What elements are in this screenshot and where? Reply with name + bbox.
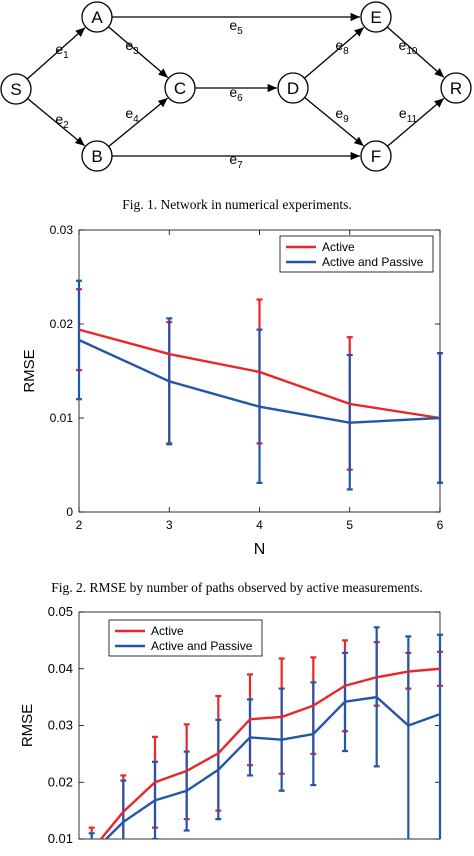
- edge-S-A: [26, 27, 86, 80]
- node-label-R: R: [450, 79, 462, 98]
- y-tick-label: 0.01: [48, 831, 73, 846]
- series-line: [104, 695, 441, 839]
- x-tick-label: 5: [346, 518, 353, 532]
- y-tick-label: 0.05: [48, 604, 73, 619]
- series-group: [76, 279, 443, 491]
- y-tick-label: 0.01: [50, 411, 74, 425]
- edge-label: e2: [55, 111, 69, 131]
- series-line: [78, 338, 441, 424]
- x-tick-label: 3: [166, 518, 173, 532]
- edge-label: e6: [229, 84, 243, 104]
- y-tick-label: 0.03: [48, 718, 73, 733]
- edge-label: e3: [125, 37, 139, 57]
- edge-label: e8: [335, 37, 349, 57]
- edge-A-C: [107, 26, 169, 79]
- edge-D-F: [304, 97, 365, 147]
- x-tick-label: 2: [76, 518, 83, 532]
- edge-label: e1: [55, 41, 69, 61]
- node-R: [440, 72, 472, 104]
- y-tick-label: 0: [66, 505, 73, 519]
- figure-2-caption: Fig. 2. RMSE by number of paths observed…: [51, 580, 423, 595]
- node-label-F: F: [371, 147, 381, 166]
- edge-label: e5: [229, 17, 243, 37]
- edge-F-R: [387, 97, 445, 147]
- y-tick-label: 0.02: [48, 774, 73, 789]
- edge-label: e9: [335, 105, 349, 125]
- edge-label: e10: [399, 37, 418, 57]
- x-tick-label: 6: [437, 518, 444, 532]
- edge-label: e7: [229, 151, 243, 171]
- legend-label: Active and Passive: [151, 639, 253, 653]
- legend-box: [279, 235, 434, 273]
- node-label-D: D: [287, 79, 299, 98]
- legend-label: Active: [151, 624, 184, 638]
- series-group: [88, 626, 443, 839]
- node-label-C: C: [174, 79, 186, 98]
- node-S: [0, 73, 32, 105]
- node-B: [81, 140, 113, 172]
- edge-label: e4: [125, 105, 139, 125]
- x-tick-label: 4: [256, 518, 263, 532]
- y-tick-label: 0.04: [48, 661, 73, 676]
- legend-box: [108, 619, 263, 657]
- chart-2: 0.01 0.02 0.03 0.04 0.05 RMSE Active Active and…: [0, 602, 474, 851]
- edge-B-C: [108, 97, 169, 147]
- network-diagram: e1 e2 e3 e4 e5 e6 e7 e8 e9 e10 e11 S A B C D E F R: [0, 1, 472, 172]
- y-tick-label: 0.03: [50, 223, 74, 237]
- node-label-S: S: [10, 80, 21, 99]
- node-label-A: A: [91, 8, 103, 27]
- figure-1-caption: Fig. 1. Network in numerical experiments…: [122, 197, 352, 212]
- series-line: [78, 328, 441, 420]
- series-line: [99, 667, 441, 839]
- legend-label: Active and Passive: [322, 255, 424, 269]
- node-F: [360, 140, 392, 172]
- y-axis-label: RMSE: [19, 704, 36, 747]
- legend-label: Active: [322, 240, 355, 254]
- edge-label: e11: [399, 105, 418, 125]
- edge-E-R: [386, 26, 445, 78]
- node-C: [164, 72, 196, 104]
- network-figure: e1 e2 e3 e4 e5 e6 e7 e8 e9 e10 e11 S A B C D E F R: [0, 0, 474, 180]
- edge-D-E: [303, 26, 365, 79]
- y-axis-label: RMSE: [21, 349, 38, 392]
- node-D: [277, 72, 309, 104]
- node-E: [360, 1, 392, 33]
- edge-S-B: [27, 98, 86, 147]
- y-tick-label: 0.02: [50, 317, 74, 331]
- x-axis-label: N: [254, 541, 266, 558]
- chart-1: 0 0.01 0.02 0.03 2 3 4 5 6 RMSE N Active Active and …: [0, 220, 474, 570]
- node-A: [81, 1, 113, 33]
- node-label-B: B: [91, 147, 102, 166]
- node-label-E: E: [370, 8, 381, 27]
